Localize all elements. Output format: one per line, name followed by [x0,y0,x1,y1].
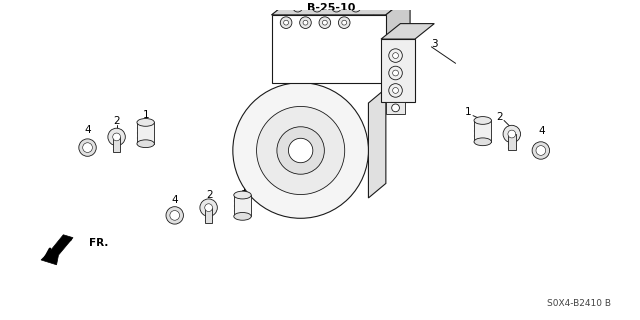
Text: 1: 1 [465,107,472,117]
Ellipse shape [137,140,154,148]
Polygon shape [41,235,73,265]
Circle shape [303,20,308,25]
Circle shape [108,128,125,146]
Circle shape [170,211,180,220]
Circle shape [393,70,399,76]
Text: S0X4-B2410 B: S0X4-B2410 B [547,300,611,308]
Circle shape [388,84,403,97]
Circle shape [293,2,303,12]
Circle shape [312,2,322,12]
Bar [381,39,415,102]
Circle shape [284,20,289,25]
Circle shape [342,20,347,25]
Text: 4: 4 [538,126,545,136]
Text: 1: 1 [142,110,149,120]
Ellipse shape [474,138,492,146]
Polygon shape [369,89,386,198]
Circle shape [351,2,361,12]
Text: 3: 3 [431,39,438,49]
Circle shape [536,146,546,155]
Text: B-25-10
B-25-11: B-25-10 B-25-11 [307,3,356,25]
Text: FR.: FR. [90,237,109,247]
Circle shape [79,139,96,156]
Circle shape [300,17,311,28]
Circle shape [280,17,292,28]
Bar [271,15,386,83]
Polygon shape [381,24,435,39]
Bar [474,120,492,142]
Circle shape [392,104,399,112]
Circle shape [388,49,403,62]
Circle shape [277,127,324,174]
Circle shape [257,107,345,195]
Circle shape [393,88,399,93]
Text: 2: 2 [113,116,120,126]
Text: 2: 2 [496,112,502,122]
Circle shape [332,2,341,12]
Circle shape [83,143,92,152]
Ellipse shape [137,118,154,126]
Ellipse shape [234,212,252,220]
Circle shape [233,83,369,218]
Circle shape [503,125,520,143]
Circle shape [388,66,403,80]
Circle shape [289,138,313,163]
Bar [234,195,252,216]
Bar [137,123,154,144]
Polygon shape [386,0,410,83]
Bar [205,208,212,223]
Circle shape [323,20,327,25]
Ellipse shape [474,116,492,124]
Circle shape [200,199,218,216]
Bar [508,134,516,149]
Text: 1: 1 [241,183,248,193]
Bar [113,137,120,152]
Text: 4: 4 [172,195,178,205]
Circle shape [532,142,550,159]
Circle shape [393,53,399,59]
Circle shape [319,17,331,28]
Circle shape [508,130,516,138]
Circle shape [205,204,212,212]
Circle shape [113,133,120,141]
Ellipse shape [234,191,252,199]
Circle shape [166,207,184,224]
Polygon shape [281,69,381,83]
Text: 4: 4 [84,125,91,135]
Circle shape [339,17,350,28]
Text: 2: 2 [206,190,213,200]
Polygon shape [386,102,405,114]
Polygon shape [271,0,410,15]
